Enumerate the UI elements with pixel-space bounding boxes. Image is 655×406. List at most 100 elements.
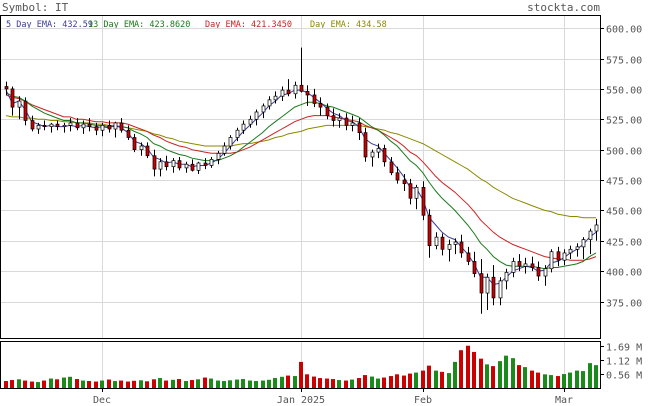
volume-bar bbox=[389, 376, 393, 388]
candle bbox=[17, 96, 22, 120]
candle bbox=[62, 122, 67, 133]
volume-bar bbox=[23, 380, 27, 388]
price-tick-label: 375.00 bbox=[606, 299, 642, 310]
candle bbox=[184, 161, 189, 173]
candle bbox=[216, 150, 221, 165]
candle-body bbox=[113, 122, 118, 130]
candle bbox=[588, 228, 593, 255]
candle-body bbox=[414, 186, 419, 199]
volume-bar bbox=[132, 380, 136, 388]
candle-body bbox=[62, 125, 67, 127]
volume-bar bbox=[267, 379, 271, 388]
candle bbox=[87, 118, 92, 132]
volume-bar bbox=[453, 361, 457, 388]
candle bbox=[556, 246, 561, 267]
candle bbox=[479, 259, 484, 314]
ema50-line bbox=[5, 115, 596, 219]
volume-bar bbox=[440, 371, 444, 388]
candle-body bbox=[235, 129, 240, 138]
candle-body bbox=[273, 95, 278, 101]
candle-body bbox=[216, 152, 221, 160]
candle bbox=[196, 161, 201, 174]
volume-bar bbox=[113, 381, 117, 388]
candle bbox=[81, 120, 86, 134]
candle bbox=[113, 121, 118, 138]
candle-body bbox=[293, 84, 298, 95]
volume-bar bbox=[337, 380, 341, 388]
candle-body bbox=[331, 115, 336, 121]
candle-body bbox=[504, 272, 509, 282]
candle-body bbox=[511, 261, 516, 273]
candle-body bbox=[485, 276, 490, 294]
candle-body bbox=[190, 163, 195, 171]
price-tick-label: 450.00 bbox=[606, 207, 642, 218]
candle-body bbox=[357, 122, 362, 133]
candle bbox=[55, 120, 60, 131]
candle bbox=[395, 166, 400, 184]
volume-bar bbox=[318, 378, 322, 388]
candle-body bbox=[588, 230, 593, 240]
candle-body bbox=[440, 236, 445, 250]
symbol-label: Symbol: IT bbox=[2, 1, 69, 14]
price-tick-label: 600.00 bbox=[606, 25, 642, 36]
candle-body bbox=[498, 280, 503, 299]
volume-bars bbox=[4, 345, 598, 388]
candle bbox=[575, 243, 580, 257]
candle bbox=[190, 159, 195, 172]
candle bbox=[100, 122, 105, 137]
volume-bar bbox=[517, 365, 521, 388]
candle bbox=[370, 149, 375, 167]
volume-bar bbox=[280, 376, 284, 388]
candle-body bbox=[402, 179, 407, 185]
candle-body bbox=[434, 236, 439, 247]
volume-bar bbox=[556, 376, 560, 388]
volume-bar bbox=[30, 381, 34, 388]
volume-bar bbox=[357, 378, 361, 388]
volume-bar bbox=[145, 381, 149, 388]
candle bbox=[94, 122, 99, 136]
volume-bar bbox=[376, 378, 380, 388]
volume-bar bbox=[81, 380, 85, 388]
candle bbox=[177, 156, 182, 171]
candle-body bbox=[556, 251, 561, 261]
volume-bar bbox=[209, 378, 213, 388]
candle bbox=[203, 158, 208, 170]
volume-bar bbox=[152, 379, 156, 388]
candle bbox=[139, 142, 144, 156]
volume-bar bbox=[184, 381, 188, 388]
price-gridlines bbox=[1, 28, 600, 303]
candle bbox=[312, 88, 317, 108]
volume-bar bbox=[549, 375, 553, 388]
vertical-gridlines bbox=[102, 16, 565, 388]
volume-bar bbox=[241, 379, 245, 388]
candle-body bbox=[81, 123, 86, 129]
volume-bar bbox=[75, 379, 79, 388]
candle bbox=[235, 127, 240, 142]
candle-body bbox=[203, 162, 208, 166]
volume-bar bbox=[530, 370, 534, 388]
volume-bar bbox=[107, 379, 111, 388]
volume-bar bbox=[42, 380, 46, 388]
candle-body bbox=[126, 129, 131, 138]
candle-body bbox=[350, 122, 355, 126]
candle-body bbox=[30, 120, 35, 130]
candle bbox=[10, 86, 15, 116]
candle-body bbox=[479, 273, 484, 294]
volume-bar bbox=[511, 358, 515, 388]
volume-bar bbox=[254, 381, 258, 388]
candle-body bbox=[549, 251, 554, 270]
candle bbox=[382, 144, 387, 167]
volume-bar bbox=[466, 345, 470, 388]
candle bbox=[543, 265, 548, 286]
candle-body bbox=[447, 244, 452, 250]
volume-bar bbox=[594, 365, 598, 388]
candle-body bbox=[184, 163, 189, 169]
candle bbox=[30, 115, 35, 132]
candle-body bbox=[139, 145, 144, 151]
candle-body bbox=[241, 123, 246, 131]
volume-bar bbox=[299, 361, 303, 388]
volume-panel-frame bbox=[0, 341, 601, 389]
candle bbox=[23, 97, 28, 126]
price-tick-label: 550.00 bbox=[606, 86, 642, 97]
candle-body bbox=[421, 186, 426, 216]
